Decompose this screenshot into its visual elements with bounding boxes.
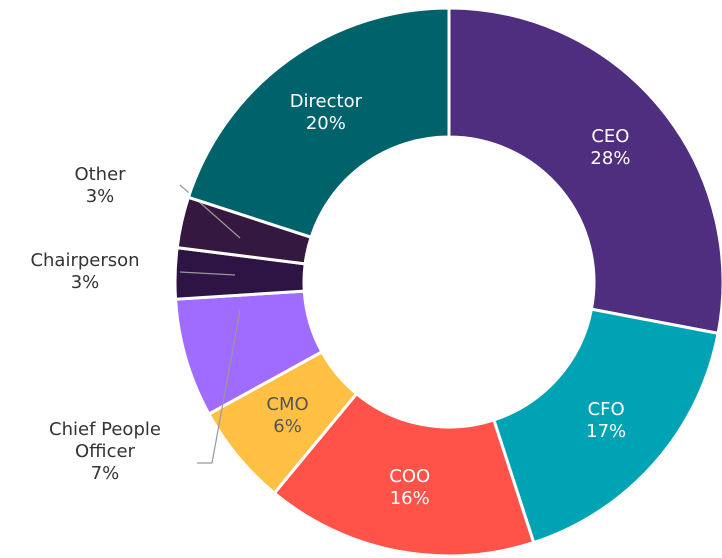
slice-label: Chairperson 3% <box>30 250 139 294</box>
category-label: Other <box>74 164 126 185</box>
value-label: 17% <box>586 420 627 442</box>
category-label: Chairperson <box>30 250 140 271</box>
value-label: 28% <box>590 148 631 170</box>
slice <box>491 307 720 545</box>
slice <box>447 6 722 336</box>
slice-label: CMO 6% <box>266 394 308 438</box>
category-label: CMO <box>266 393 309 415</box>
slice-label: CEO 28% <box>590 126 630 170</box>
category-label: COO <box>389 465 431 487</box>
category-label: CFO <box>587 398 625 420</box>
slice-label: Other 3% <box>74 164 125 208</box>
value-label: 6% <box>273 415 302 437</box>
slice <box>186 6 451 240</box>
value-label: 20% <box>305 112 346 134</box>
slice-label: CFO 17% <box>586 399 626 443</box>
value-label: 16% <box>389 487 430 509</box>
slice-label: COO 16% <box>389 466 430 510</box>
value-label: 3% <box>85 186 115 207</box>
slice <box>272 391 536 558</box>
category-label: CEO <box>591 126 630 148</box>
value-label: 3% <box>70 272 100 293</box>
slice-label: Chief People Officer 7% <box>35 419 175 485</box>
slice-label: Director 20% <box>290 91 362 135</box>
leader-line <box>179 271 236 276</box>
category-label: Director <box>289 90 362 112</box>
leader-line <box>197 309 241 464</box>
category-label: Chief People Officer <box>49 419 161 462</box>
value-label: 7% <box>90 463 120 484</box>
